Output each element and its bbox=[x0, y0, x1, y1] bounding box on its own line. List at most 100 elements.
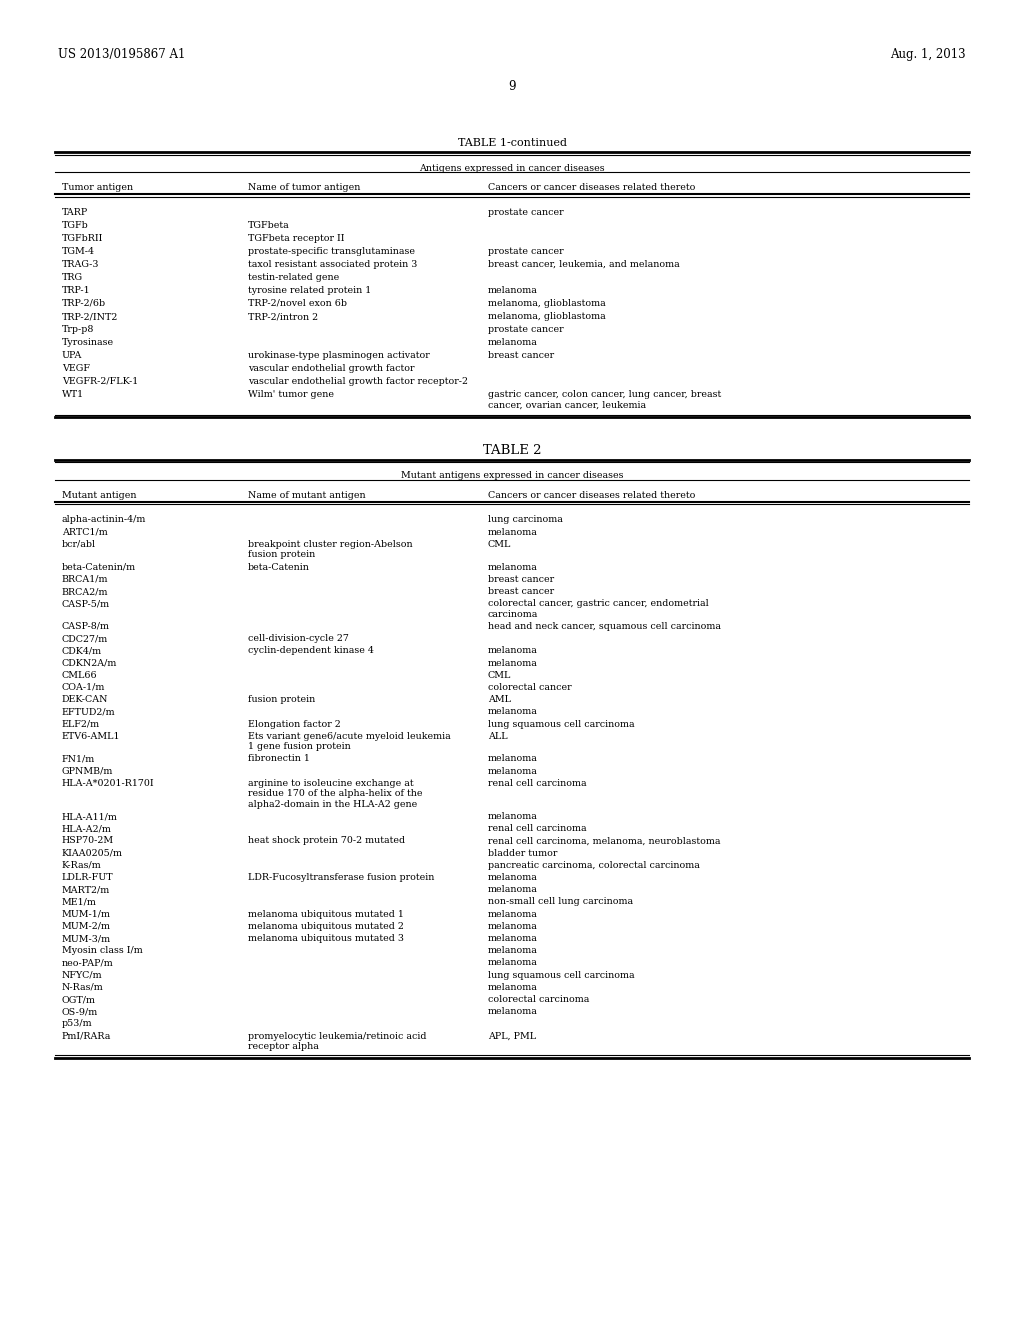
Text: melanoma: melanoma bbox=[488, 886, 538, 894]
Text: MUM-2/m: MUM-2/m bbox=[62, 921, 111, 931]
Text: bcr/abl: bcr/abl bbox=[62, 540, 96, 549]
Text: breast cancer: breast cancer bbox=[488, 587, 554, 597]
Text: melanoma: melanoma bbox=[488, 528, 538, 537]
Text: HLA-A2/m: HLA-A2/m bbox=[62, 824, 112, 833]
Text: melanoma, glioblastoma: melanoma, glioblastoma bbox=[488, 312, 606, 321]
Text: melanoma: melanoma bbox=[488, 1007, 538, 1016]
Text: TRAG-3: TRAG-3 bbox=[62, 260, 99, 269]
Text: OGT/m: OGT/m bbox=[62, 995, 96, 1005]
Text: HSP70-2M: HSP70-2M bbox=[62, 837, 114, 845]
Text: fibronectin 1: fibronectin 1 bbox=[248, 755, 310, 763]
Text: NFYC/m: NFYC/m bbox=[62, 970, 102, 979]
Text: p53/m: p53/m bbox=[62, 1019, 92, 1028]
Text: residue 170 of the alpha-helix of the: residue 170 of the alpha-helix of the bbox=[248, 789, 423, 799]
Text: ALL: ALL bbox=[488, 731, 508, 741]
Text: prostate cancer: prostate cancer bbox=[488, 209, 563, 216]
Text: GPNMB/m: GPNMB/m bbox=[62, 767, 114, 776]
Text: fusion protein: fusion protein bbox=[248, 696, 315, 704]
Text: LDLR-FUT: LDLR-FUT bbox=[62, 873, 114, 882]
Text: Name of tumor antigen: Name of tumor antigen bbox=[248, 183, 360, 191]
Text: 9: 9 bbox=[508, 81, 516, 92]
Text: OS-9/m: OS-9/m bbox=[62, 1007, 98, 1016]
Text: melanoma ubiquitous mutated 2: melanoma ubiquitous mutated 2 bbox=[248, 921, 403, 931]
Text: CDC27/m: CDC27/m bbox=[62, 634, 109, 643]
Text: melanoma: melanoma bbox=[488, 983, 538, 991]
Text: melanoma: melanoma bbox=[488, 909, 538, 919]
Text: fusion protein: fusion protein bbox=[248, 550, 315, 560]
Text: N-Ras/m: N-Ras/m bbox=[62, 983, 103, 991]
Text: TGFbRII: TGFbRII bbox=[62, 234, 103, 243]
Text: promyelocytic leukemia/retinoic acid: promyelocytic leukemia/retinoic acid bbox=[248, 1032, 427, 1040]
Text: Mutant antigens expressed in cancer diseases: Mutant antigens expressed in cancer dise… bbox=[400, 471, 624, 480]
Text: melanoma: melanoma bbox=[488, 708, 538, 717]
Text: 1 gene fusion protein: 1 gene fusion protein bbox=[248, 742, 351, 751]
Text: LDR-Fucosyltransferase fusion protein: LDR-Fucosyltransferase fusion protein bbox=[248, 873, 434, 882]
Text: breast cancer, leukemia, and melanoma: breast cancer, leukemia, and melanoma bbox=[488, 260, 680, 269]
Text: cancer, ovarian cancer, leukemia: cancer, ovarian cancer, leukemia bbox=[488, 400, 646, 409]
Text: TGFb: TGFb bbox=[62, 220, 89, 230]
Text: melanoma: melanoma bbox=[488, 958, 538, 968]
Text: CDK4/m: CDK4/m bbox=[62, 647, 102, 655]
Text: melanoma: melanoma bbox=[488, 767, 538, 776]
Text: Myosin class I/m: Myosin class I/m bbox=[62, 946, 142, 956]
Text: colorectal cancer: colorectal cancer bbox=[488, 682, 571, 692]
Text: CML: CML bbox=[488, 540, 511, 549]
Text: alpha2-domain in the HLA-A2 gene: alpha2-domain in the HLA-A2 gene bbox=[248, 800, 417, 809]
Text: renal cell carcinoma: renal cell carcinoma bbox=[488, 779, 587, 788]
Text: COA-1/m: COA-1/m bbox=[62, 682, 105, 692]
Text: Cancers or cancer diseases related thereto: Cancers or cancer diseases related there… bbox=[488, 183, 695, 191]
Text: AML: AML bbox=[488, 696, 511, 704]
Text: breast cancer: breast cancer bbox=[488, 351, 554, 360]
Text: testin-related gene: testin-related gene bbox=[248, 273, 339, 282]
Text: heat shock protein 70-2 mutated: heat shock protein 70-2 mutated bbox=[248, 837, 406, 845]
Text: beta-Catenin: beta-Catenin bbox=[248, 562, 310, 572]
Text: melanoma: melanoma bbox=[488, 935, 538, 942]
Text: melanoma ubiquitous mutated 1: melanoma ubiquitous mutated 1 bbox=[248, 909, 403, 919]
Text: Wilm' tumor gene: Wilm' tumor gene bbox=[248, 389, 334, 399]
Text: K-Ras/m: K-Ras/m bbox=[62, 861, 101, 870]
Text: colorectal cancer, gastric cancer, endometrial: colorectal cancer, gastric cancer, endom… bbox=[488, 599, 709, 609]
Text: lung squamous cell carcinoma: lung squamous cell carcinoma bbox=[488, 719, 635, 729]
Text: vascular endothelial growth factor: vascular endothelial growth factor bbox=[248, 364, 415, 374]
Text: HLA-A11/m: HLA-A11/m bbox=[62, 812, 118, 821]
Text: ETV6-AML1: ETV6-AML1 bbox=[62, 731, 121, 741]
Text: BRCA1/m: BRCA1/m bbox=[62, 574, 109, 583]
Text: receptor alpha: receptor alpha bbox=[248, 1041, 318, 1051]
Text: lung carcinoma: lung carcinoma bbox=[488, 516, 563, 524]
Text: CDKN2A/m: CDKN2A/m bbox=[62, 659, 118, 668]
Text: PmI/RARa: PmI/RARa bbox=[62, 1032, 112, 1040]
Text: HLA-A*0201-R170I: HLA-A*0201-R170I bbox=[62, 779, 155, 788]
Text: MART2/m: MART2/m bbox=[62, 886, 111, 894]
Text: renal cell carcinoma, melanoma, neuroblastoma: renal cell carcinoma, melanoma, neurobla… bbox=[488, 837, 721, 845]
Text: US 2013/0195867 A1: US 2013/0195867 A1 bbox=[58, 48, 185, 61]
Text: TABLE 2: TABLE 2 bbox=[482, 445, 542, 458]
Text: TRG: TRG bbox=[62, 273, 83, 282]
Text: melanoma: melanoma bbox=[488, 338, 538, 347]
Text: TGFbeta receptor II: TGFbeta receptor II bbox=[248, 234, 344, 243]
Text: melanoma, glioblastoma: melanoma, glioblastoma bbox=[488, 300, 606, 308]
Text: prostate-specific transglutaminase: prostate-specific transglutaminase bbox=[248, 247, 415, 256]
Text: APL, PML: APL, PML bbox=[488, 1032, 537, 1040]
Text: TRP-2/6b: TRP-2/6b bbox=[62, 300, 106, 308]
Text: melanoma ubiquitous mutated 3: melanoma ubiquitous mutated 3 bbox=[248, 935, 404, 942]
Text: melanoma: melanoma bbox=[488, 946, 538, 956]
Text: carcinoma: carcinoma bbox=[488, 610, 539, 619]
Text: renal cell carcinoma: renal cell carcinoma bbox=[488, 824, 587, 833]
Text: alpha-actinin-4/m: alpha-actinin-4/m bbox=[62, 516, 146, 524]
Text: urokinase-type plasminogen activator: urokinase-type plasminogen activator bbox=[248, 351, 430, 360]
Text: UPA: UPA bbox=[62, 351, 82, 360]
Text: Cancers or cancer diseases related thereto: Cancers or cancer diseases related there… bbox=[488, 491, 695, 499]
Text: colorectal carcinoma: colorectal carcinoma bbox=[488, 995, 590, 1005]
Text: lung squamous cell carcinoma: lung squamous cell carcinoma bbox=[488, 970, 635, 979]
Text: breakpoint cluster region-Abelson: breakpoint cluster region-Abelson bbox=[248, 540, 413, 549]
Text: CML66: CML66 bbox=[62, 671, 97, 680]
Text: TRP-1: TRP-1 bbox=[62, 286, 91, 294]
Text: taxol resistant associated protein 3: taxol resistant associated protein 3 bbox=[248, 260, 418, 269]
Text: gastric cancer, colon cancer, lung cancer, breast: gastric cancer, colon cancer, lung cance… bbox=[488, 389, 721, 399]
Text: melanoma: melanoma bbox=[488, 659, 538, 668]
Text: DEK-CAN: DEK-CAN bbox=[62, 696, 109, 704]
Text: TARP: TARP bbox=[62, 209, 88, 216]
Text: BRCA2/m: BRCA2/m bbox=[62, 587, 109, 597]
Text: pancreatic carcinoma, colorectal carcinoma: pancreatic carcinoma, colorectal carcino… bbox=[488, 861, 699, 870]
Text: ARTC1/m: ARTC1/m bbox=[62, 528, 108, 537]
